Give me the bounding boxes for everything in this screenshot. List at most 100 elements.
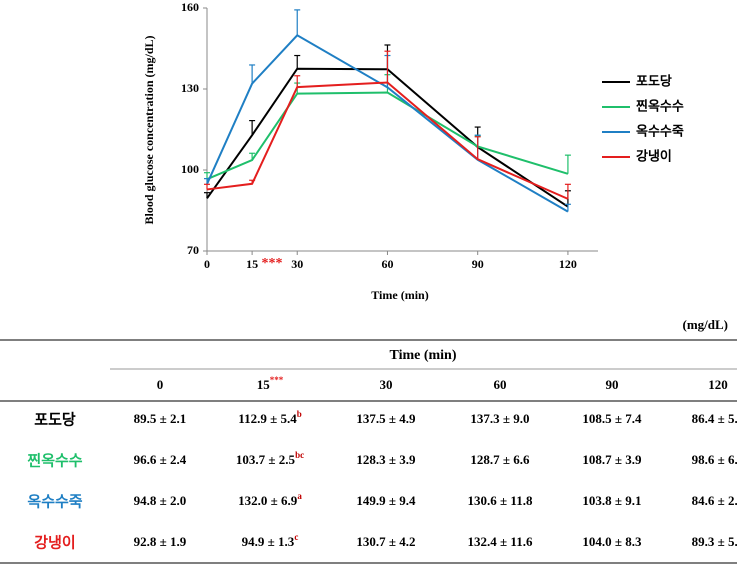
- x-tick-label: 60: [381, 257, 393, 271]
- cell-text: 15: [257, 377, 271, 392]
- cell-text: 130.7 ± 4.2: [356, 534, 415, 549]
- legend-label: 찐옥수수: [636, 99, 684, 115]
- x-axis-label: Time (min): [371, 288, 428, 302]
- table-cell: 92.8 ± 1.9: [134, 534, 187, 549]
- cell-text: 137.3 ± 9.0: [470, 411, 529, 426]
- legend-label: 옥수수죽: [636, 124, 684, 140]
- table-cell: 94.8 ± 2.0: [134, 493, 187, 508]
- table-cell: 15***: [257, 375, 284, 392]
- table-cell: 60: [494, 377, 507, 392]
- cell-text: 128.7 ± 6.6: [470, 452, 530, 467]
- annotation: ***: [262, 256, 283, 271]
- cell-superscript: a: [297, 491, 302, 501]
- cell-text: 86.4 ± 5.9: [692, 411, 737, 426]
- table-cell: 137.5 ± 4.9: [356, 411, 416, 426]
- cell-text: 103.7 ± 2.5: [236, 452, 296, 467]
- table-cell: 104.0 ± 8.3: [582, 534, 642, 549]
- table-header: Time (min): [389, 348, 456, 363]
- y-axis-label: Blood glucose concentration (mg/dL): [142, 36, 156, 225]
- x-tick-label: 15: [246, 257, 258, 271]
- table-cell: 89.5 ± 2.1: [134, 411, 187, 426]
- cell-text: 104.0 ± 8.3: [582, 534, 642, 549]
- cell-text: 128.3 ± 3.9: [356, 452, 416, 467]
- cell-superscript: bc: [295, 450, 304, 460]
- legend-label: 포도당: [636, 74, 672, 90]
- cell-text: 149.9 ± 9.4: [356, 493, 416, 508]
- table-cell: 84.6 ± 2.7: [692, 493, 737, 508]
- series-line: [206, 34, 569, 213]
- row-label: 옥수수죽: [27, 493, 82, 511]
- error-bar: [249, 119, 256, 136]
- table-cell: 86.4 ± 5.9: [692, 411, 737, 426]
- series-line: [206, 91, 569, 181]
- table-cell: 89.3 ± 5.4: [692, 534, 737, 549]
- table-cell: 103.8 ± 9.1: [582, 493, 641, 508]
- x-tick-label: 0: [204, 257, 210, 271]
- y-tick-label: 160: [181, 0, 199, 14]
- table-cell: 128.7 ± 6.6: [470, 452, 530, 467]
- cell-text: 120: [708, 377, 728, 392]
- error-bar: [249, 64, 256, 84]
- cell-text: 0: [157, 377, 164, 392]
- table-cell: 130.6 ± 11.8: [468, 493, 533, 508]
- cell-text: 103.8 ± 9.1: [582, 493, 641, 508]
- error-bar: [564, 183, 571, 199]
- cell-text: 98.6 ± 6.9: [692, 452, 737, 467]
- cell-text: 89.5 ± 2.1: [134, 411, 187, 426]
- cell-superscript: c: [294, 532, 298, 542]
- cell-text: 96.6 ± 2.4: [134, 452, 187, 467]
- error-bar: [474, 136, 481, 160]
- error-bar: [564, 203, 571, 212]
- cell-text: 108.7 ± 3.9: [582, 452, 642, 467]
- legend-label: 강냉이: [636, 149, 672, 165]
- error-bar: [294, 9, 301, 36]
- table-cell: 108.5 ± 7.4: [582, 411, 642, 426]
- table-cell: 30: [380, 377, 393, 392]
- cell-superscript: b: [297, 409, 302, 419]
- x-tick-label: 90: [472, 257, 484, 271]
- error-bar: [294, 54, 301, 69]
- cell-text: 130.6 ± 11.8: [468, 493, 533, 508]
- cell-text: 94.9 ± 1.3: [242, 534, 295, 549]
- cell-text: 108.5 ± 7.4: [582, 411, 642, 426]
- cell-text: 84.6 ± 2.7: [692, 493, 737, 508]
- cell-text: 60: [494, 377, 507, 392]
- series-line: [206, 67, 569, 208]
- table-cell: 132.0 ± 6.9a: [238, 491, 302, 508]
- row-label: 강냉이: [34, 534, 75, 552]
- y-tick-label: 70: [187, 243, 199, 257]
- table-cell: 90: [606, 377, 619, 392]
- table-unit: (mg/dL): [683, 317, 729, 332]
- table-cell: 103.7 ± 2.5bc: [236, 450, 304, 467]
- table-cell: 98.6 ± 6.9: [692, 452, 737, 467]
- error-bar: [294, 75, 301, 88]
- table-cell: 96.6 ± 2.4: [134, 452, 187, 467]
- y-tick-label: 100: [181, 162, 199, 176]
- cell-text: 30: [380, 377, 393, 392]
- row-label: 찐옥수수: [27, 452, 82, 470]
- table-cell: 108.7 ± 3.9: [582, 452, 642, 467]
- series-line: [206, 81, 569, 200]
- cell-text: 132.4 ± 11.6: [468, 534, 533, 549]
- table-cell: 94.9 ± 1.3c: [242, 532, 299, 549]
- table-cell: 149.9 ± 9.4: [356, 493, 416, 508]
- cell-text: 90: [606, 377, 619, 392]
- y-tick-label: 130: [181, 81, 199, 95]
- cell-text: 89.3 ± 5.4: [692, 534, 737, 549]
- table-cell: 112.9 ± 5.4b: [238, 409, 301, 426]
- cell-text: 132.0 ± 6.9: [238, 493, 298, 508]
- error-bar: [564, 154, 571, 174]
- cell-text: 112.9 ± 5.4: [238, 411, 297, 426]
- table-cell: 137.3 ± 9.0: [470, 411, 529, 426]
- cell-text: 92.8 ± 1.9: [134, 534, 187, 549]
- cell-superscript: ***: [270, 375, 284, 385]
- table-cell: 130.7 ± 4.2: [356, 534, 415, 549]
- cell-text: 94.8 ± 2.0: [134, 493, 187, 508]
- cell-text: 137.5 ± 4.9: [356, 411, 416, 426]
- error-bar: [384, 50, 391, 83]
- x-tick-label: 30: [291, 257, 303, 271]
- table-cell: 0: [157, 377, 164, 392]
- table-cell: 132.4 ± 11.6: [468, 534, 533, 549]
- x-tick-label: 120: [559, 257, 577, 271]
